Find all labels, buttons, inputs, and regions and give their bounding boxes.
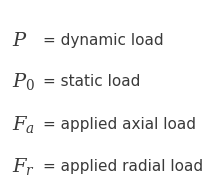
Text: $P$: $P$ xyxy=(12,31,28,50)
Text: = dynamic load: = dynamic load xyxy=(43,33,163,48)
Text: $F_a$: $F_a$ xyxy=(12,114,35,135)
Text: $P_0$: $P_0$ xyxy=(12,71,35,92)
Text: = applied radial load: = applied radial load xyxy=(43,159,203,174)
Text: = static load: = static load xyxy=(43,74,140,89)
Text: = applied axial load: = applied axial load xyxy=(43,117,196,132)
Text: $F_r$: $F_r$ xyxy=(12,156,35,177)
